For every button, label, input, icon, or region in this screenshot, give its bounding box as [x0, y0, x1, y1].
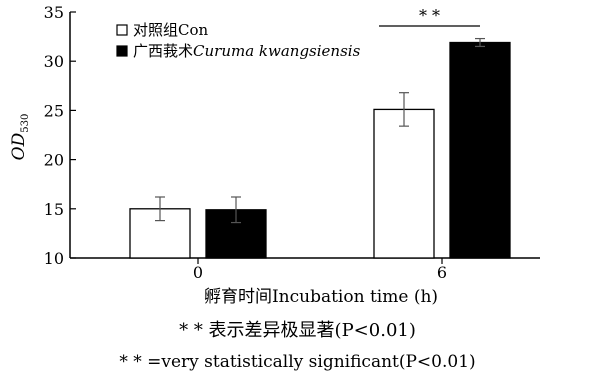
bars: * * [129, 6, 511, 259]
significance-caption-cn: * * 表示差异极显著(P<0.01) [179, 320, 416, 341]
bar [373, 108, 435, 259]
legend-label-treatment: 广西莪术Curuma kwangsiensis [133, 42, 361, 60]
y-tick-label: 30 [44, 52, 64, 71]
y-tick-label: 10 [44, 249, 64, 268]
bar [449, 41, 511, 259]
legend-swatch-treatment [116, 45, 128, 57]
significance-annotation: * * [419, 6, 440, 25]
x-tick-label: 0 [193, 263, 203, 282]
legend-label-treatment-cn: 广西莪术 [133, 42, 193, 60]
y-tick-label: 15 [44, 200, 64, 219]
legend: 对照组Con 广西莪术Curuma kwangsiensis [116, 21, 361, 60]
y-tick-label: 25 [44, 101, 64, 120]
legend-label-control: 对照组Con [133, 21, 209, 39]
y-axis-label: OD530 [9, 114, 31, 161]
legend-label-treatment-latin: Curuma kwangsiensis [193, 42, 361, 60]
y-tick-label: 35 [44, 3, 64, 22]
y-tick-label: 20 [44, 151, 64, 170]
significance-caption-en: * * =very statistically significant(P<0.… [119, 352, 476, 372]
x-tick-label: 6 [437, 263, 447, 282]
legend-swatch-control [116, 24, 128, 36]
x-axis-label: 孵育时间Incubation time (h) [204, 287, 438, 307]
y-axis-label-subscript: 530 [20, 114, 31, 133]
